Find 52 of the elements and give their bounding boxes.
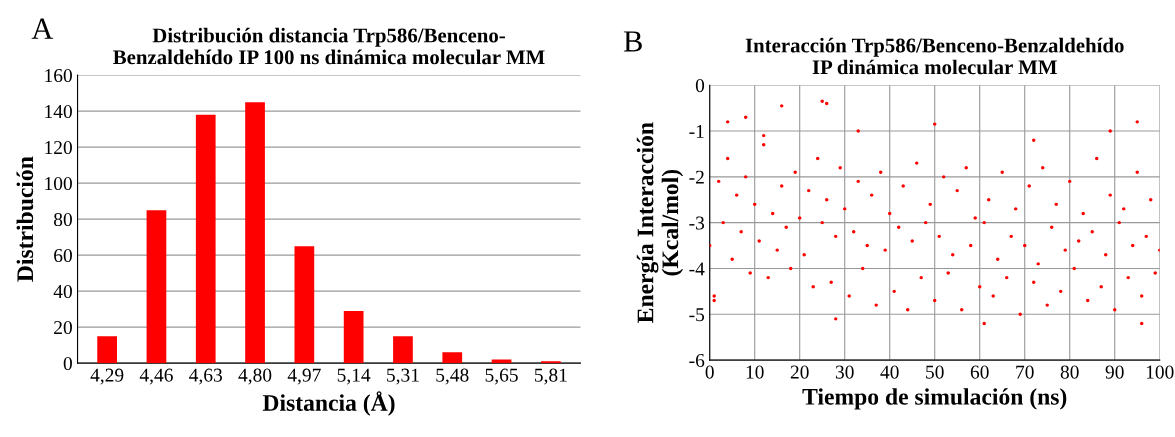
y-tick-label: 160	[45, 68, 72, 83]
x-tick-label: 5,48	[436, 368, 469, 385]
bar	[343, 310, 364, 364]
bar	[393, 336, 413, 364]
chart-title: Interacción Trp586/Benceno-Benzaldehído IP dinámica molecular MM	[745, 37, 1124, 75]
x-tick-label: 5,81	[534, 368, 567, 385]
x-tick-label: 70	[1016, 365, 1034, 379]
y-tick-label: 20	[54, 320, 72, 335]
bar	[294, 246, 315, 364]
x-tick-label: 10	[746, 365, 764, 379]
x-tick-label: 4,63	[189, 368, 222, 385]
y-tick-label: -3	[689, 216, 705, 230]
y-tick-label: 140	[45, 104, 72, 119]
x-tick-label: 4,46	[139, 368, 173, 385]
bar	[195, 114, 216, 364]
y-tick-label: 80	[53, 212, 72, 227]
x-tick-label: 0	[705, 365, 714, 379]
x-tick-label: 50	[926, 365, 944, 379]
x-tick-label: 5,65	[485, 368, 518, 385]
x-tick-label: 4,97	[287, 368, 321, 385]
x-tick-label: 5,31	[387, 368, 419, 385]
x-tick-label: 20	[790, 365, 809, 379]
y-axis-title: Distribución	[16, 156, 34, 282]
x-tick-label: 100	[1146, 365, 1174, 379]
chart-title: Distribución distancia Trp586/Benceno- Benzaldehído IP 100 ns dinámica molecular MM	[113, 27, 545, 65]
x-tick-label: 80	[1060, 365, 1079, 379]
text: A	[31, 18, 54, 39]
bar	[97, 336, 117, 364]
y-tick-label: 40	[53, 284, 72, 299]
y-tick-label: 0	[695, 79, 705, 93]
y-tick-label: 100	[45, 176, 72, 191]
y-axis-title: Energía Interacción (Kcal/mol)	[636, 122, 684, 323]
y-tick-label: -2	[689, 170, 704, 184]
x-tick-label: 4,29	[90, 368, 124, 385]
y-tick-label: -4	[689, 262, 705, 276]
y-tick-label: 60	[54, 248, 72, 263]
bar	[245, 102, 265, 364]
bar	[146, 210, 167, 364]
x-tick-label: 90	[1105, 365, 1124, 379]
bar	[442, 352, 463, 364]
x-tick-label: 60	[970, 365, 989, 379]
x-tick-label: 30	[835, 365, 854, 379]
y-tick-label: -1	[689, 124, 704, 138]
y-tick-label: -6	[689, 353, 705, 368]
x-tick-label: 4,80	[238, 368, 272, 385]
x-axis-title: Distancia (Å)	[262, 391, 395, 416]
x-tick-label: 40	[880, 365, 899, 379]
x-axis-title: Tiempo de simulación (ns)	[802, 388, 1067, 410]
y-tick-label: 120	[45, 140, 72, 155]
text: B	[623, 31, 642, 52]
y-tick-label: -5	[689, 308, 705, 322]
x-tick-label: 5,14	[337, 368, 371, 385]
